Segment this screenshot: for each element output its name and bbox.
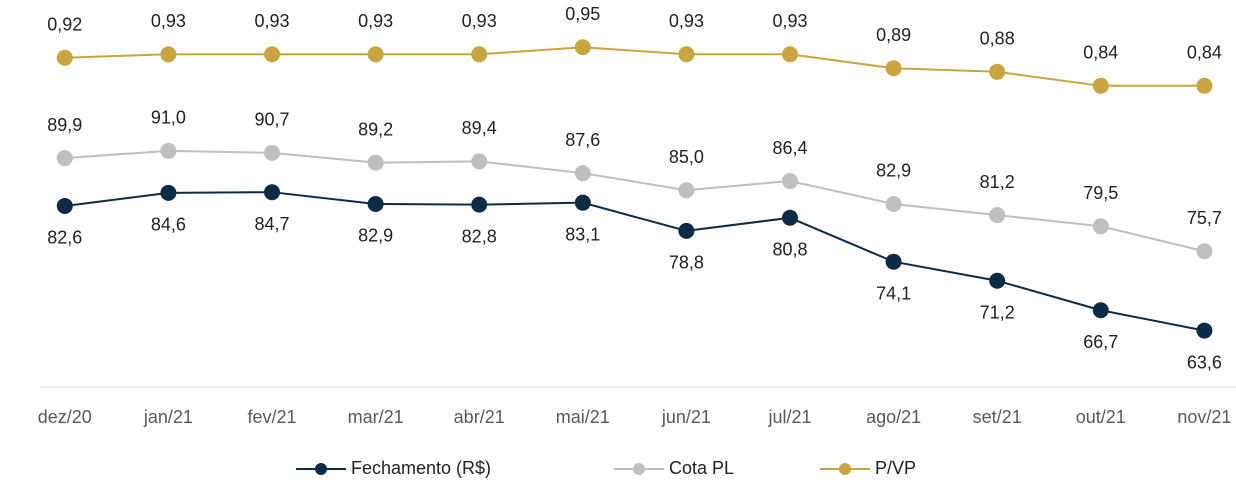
x-axis: dez/20 jan/21 fev/21 mar/21 abr/21 mai/21 jun/… — [38, 407, 1232, 427]
data-label: 90,7 — [254, 110, 289, 130]
legend-label: P/VP — [875, 458, 916, 478]
series-line — [64, 149, 1205, 253]
legend-marker — [315, 463, 327, 475]
data-point — [574, 194, 591, 211]
data-label: 0,93 — [254, 11, 289, 31]
data-label: 85,0 — [669, 147, 704, 167]
data-label: 89,4 — [462, 118, 497, 138]
data-label: 0,93 — [358, 11, 393, 31]
x-tick-label: jan/21 — [143, 407, 193, 427]
legend-item: Cota PL — [614, 458, 734, 478]
data-point — [678, 46, 695, 63]
data-point — [782, 209, 798, 226]
series-line — [64, 191, 1205, 332]
data-point — [160, 142, 177, 159]
data-point — [574, 165, 591, 182]
legend-marker — [633, 463, 645, 475]
data-point — [1196, 77, 1213, 94]
x-tick-label: jul/21 — [767, 407, 811, 427]
data-label: 0,84 — [1083, 43, 1118, 63]
x-tick-label: dez/20 — [38, 407, 92, 427]
x-tick-label: jun/21 — [661, 407, 711, 427]
data-point — [264, 46, 280, 63]
x-tick-label: abr/21 — [454, 407, 505, 427]
data-label: 84,6 — [151, 215, 186, 235]
data-point — [1196, 243, 1213, 260]
data-label: 82,6 — [47, 228, 82, 248]
data-label: 0,88 — [980, 29, 1015, 49]
legend-label: Fechamento (R$) — [351, 458, 491, 478]
data-label: 0,89 — [876, 25, 911, 45]
data-label: 0,92 — [47, 15, 82, 35]
data-point — [160, 184, 177, 201]
data-point — [56, 150, 73, 167]
data-point — [1092, 77, 1109, 94]
data-label: 89,2 — [358, 119, 393, 139]
data-label: 83,1 — [565, 224, 600, 244]
data-point — [264, 184, 280, 201]
x-tick-label: mai/21 — [556, 407, 610, 427]
data-label: 82,9 — [358, 226, 393, 246]
data-point — [367, 46, 384, 63]
data-point — [782, 173, 798, 190]
data-point — [1196, 322, 1213, 339]
data-label: 0,93 — [772, 11, 807, 31]
legend-label: Cota PL — [669, 458, 734, 478]
data-point — [367, 154, 384, 171]
data-point — [367, 195, 384, 212]
data-label: 84,7 — [254, 214, 289, 234]
x-tick-label: nov/21 — [1177, 407, 1231, 427]
data-point — [1092, 302, 1109, 319]
data-label: 78,8 — [669, 253, 704, 273]
legend-marker — [839, 463, 851, 475]
data-label: 74,1 — [876, 283, 911, 303]
data-label: 87,6 — [565, 130, 600, 150]
data-point — [264, 144, 280, 161]
data-point — [471, 153, 488, 170]
data-label: 82,8 — [462, 226, 497, 246]
data-point — [989, 207, 1006, 224]
legend-item: Fechamento (R$) — [296, 458, 491, 478]
data-label: 81,2 — [980, 172, 1015, 192]
data-point — [885, 195, 902, 212]
data-label: 80,8 — [772, 240, 807, 260]
data-point — [1092, 218, 1109, 235]
data-label: 0,93 — [462, 11, 497, 31]
series-line — [64, 46, 1205, 87]
data-point — [782, 46, 798, 63]
data-label: 86,4 — [772, 138, 807, 158]
data-point — [471, 196, 488, 213]
x-tick-label: set/21 — [973, 407, 1022, 427]
data-point — [885, 60, 902, 77]
legend-item: P/VP — [820, 458, 916, 478]
data-point — [989, 63, 1006, 80]
data-label: 79,5 — [1083, 183, 1118, 203]
x-tick-label: out/21 — [1076, 407, 1126, 427]
data-label: 75,7 — [1187, 208, 1222, 228]
x-tick-label: fev/21 — [247, 407, 296, 427]
data-point — [160, 46, 177, 63]
data-label: 0,95 — [565, 4, 600, 24]
data-point — [678, 222, 695, 239]
data-point — [885, 253, 902, 270]
data-point — [471, 46, 488, 63]
data-point — [56, 197, 73, 214]
data-label: 0,84 — [1187, 43, 1222, 63]
data-label: 71,2 — [980, 302, 1015, 322]
x-tick-label: mar/21 — [348, 407, 404, 427]
data-label: 0,93 — [151, 11, 186, 31]
data-label: 63,6 — [1187, 352, 1222, 372]
x-tick-label: ago/21 — [866, 407, 921, 427]
data-point — [989, 272, 1006, 289]
data-label: 66,7 — [1083, 332, 1118, 352]
data-label: 89,9 — [47, 115, 82, 135]
data-label: 91,0 — [151, 108, 186, 128]
data-point — [574, 39, 591, 56]
data-point — [56, 49, 73, 66]
data-label: 82,9 — [876, 161, 911, 181]
data-label: 0,93 — [669, 11, 704, 31]
data-point — [678, 182, 695, 199]
